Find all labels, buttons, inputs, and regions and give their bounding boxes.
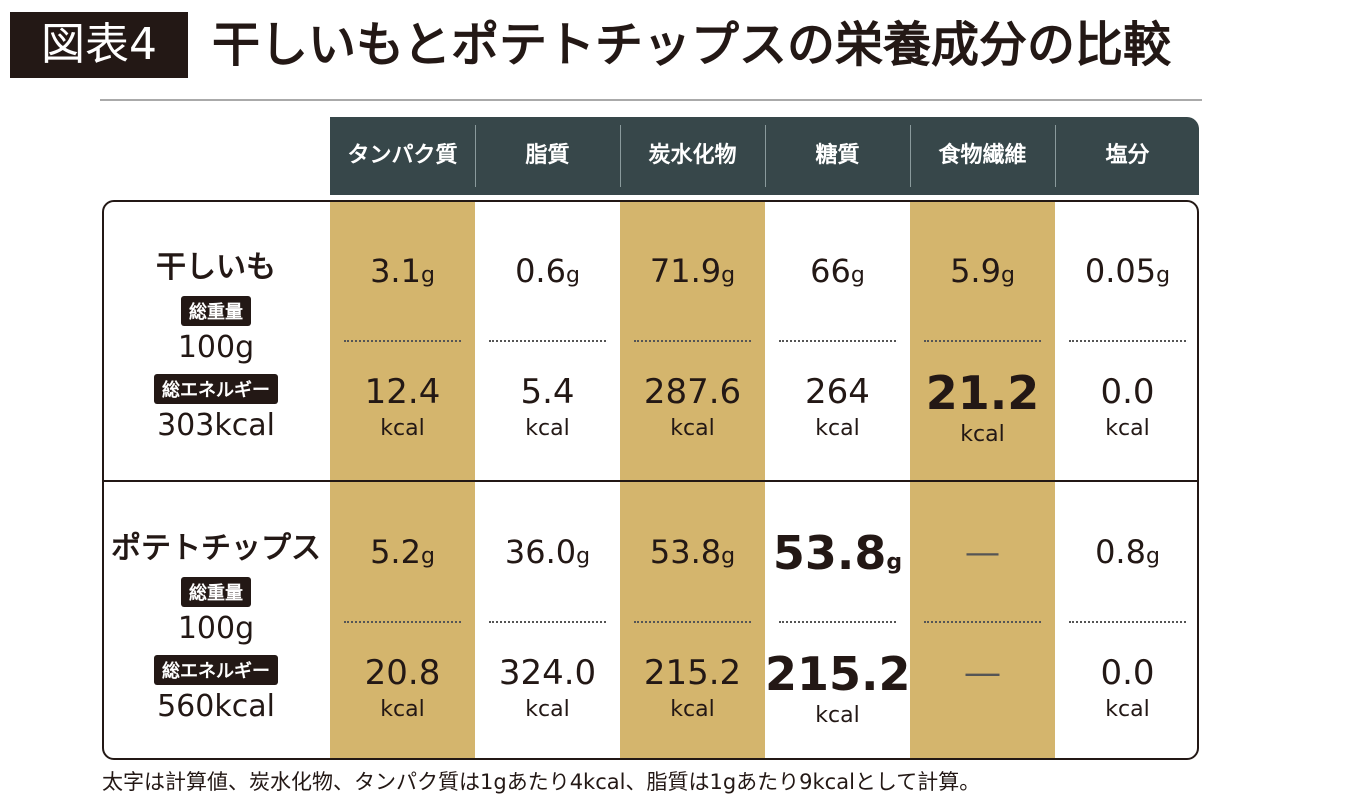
amount: 53.8g xyxy=(765,526,910,580)
amount-value: 5.2 xyxy=(370,533,421,571)
column-header: 炭水化物 xyxy=(648,143,737,168)
rule xyxy=(100,99,1202,101)
table-body xyxy=(102,200,1199,760)
amount-unit: g xyxy=(420,544,435,569)
energy: 215.2 xyxy=(765,647,911,701)
dotted-divider xyxy=(634,621,751,623)
row-name: 干しいも xyxy=(156,250,276,285)
dotted-divider xyxy=(779,340,896,342)
amount-value: 0.6 xyxy=(515,252,566,290)
dotted-divider xyxy=(924,621,1041,623)
energy-unit: kcal xyxy=(525,416,570,441)
amount: 53.8g xyxy=(620,533,765,571)
amount-value: 0.05 xyxy=(1084,252,1157,290)
table-header xyxy=(330,117,1199,195)
energy-unit: kcal xyxy=(670,697,715,722)
energy-unit: kcal xyxy=(380,697,425,722)
amount: 0.6g xyxy=(475,252,620,290)
dotted-divider xyxy=(924,340,1041,342)
amount-unit: g xyxy=(576,544,591,569)
amount-unit: g xyxy=(565,263,580,288)
energy: 12.4 xyxy=(364,372,441,412)
energy: 0.0 xyxy=(1100,653,1155,693)
amount-value: 71.9 xyxy=(649,252,722,290)
amount: 71.9g xyxy=(620,252,765,290)
dotted-divider xyxy=(779,621,896,623)
energy-label: 総エネルギー xyxy=(154,374,278,404)
column-header: 食物繊維 xyxy=(938,143,1027,168)
amount-unit: g xyxy=(1145,544,1160,569)
weight: 100g xyxy=(177,330,255,365)
column-header: 塩分 xyxy=(1105,143,1150,168)
amount-value: 5.9 xyxy=(950,252,1001,290)
amount: 36.0g xyxy=(475,533,620,571)
energy: 264 xyxy=(805,372,870,412)
dotted-divider xyxy=(489,621,606,623)
weight-label: 総重量 xyxy=(181,577,251,607)
dotted-divider xyxy=(344,340,461,342)
energy-unit: kcal xyxy=(1105,697,1150,722)
column-header: タンパク質 xyxy=(347,143,458,168)
energy-unit: kcal xyxy=(815,703,860,728)
amount-value: ― xyxy=(966,533,999,571)
energy-unit: kcal xyxy=(960,422,1005,447)
energy-label: 総エネルギー xyxy=(154,655,278,685)
energy-unit: kcal xyxy=(815,416,860,441)
amount: ― xyxy=(910,533,1055,571)
row-name: ポテトチップス xyxy=(111,531,321,566)
amount: 66g xyxy=(765,252,910,290)
amount: 3.1g xyxy=(330,252,475,290)
amount-unit: g xyxy=(850,263,865,288)
amount-value: 53.8 xyxy=(772,526,887,580)
energy-unit: kcal xyxy=(1105,416,1150,441)
amount-value: 3.1 xyxy=(370,252,421,290)
amount-unit: g xyxy=(886,550,903,575)
energy: 21.2 xyxy=(925,366,1040,420)
energy: 215.2 xyxy=(643,653,742,693)
amount-unit: g xyxy=(721,263,736,288)
dotted-divider xyxy=(634,340,751,342)
row-divider xyxy=(104,480,1197,482)
amount-value: 66 xyxy=(810,252,851,290)
energy: 324.0 xyxy=(498,653,597,693)
amount-unit: g xyxy=(1156,263,1171,288)
amount-unit: g xyxy=(420,263,435,288)
energy: 287.6 xyxy=(643,372,742,412)
amount-unit: g xyxy=(1000,263,1015,288)
header-separator xyxy=(475,125,476,187)
amount: 5.9g xyxy=(910,252,1055,290)
total-energy: 560kcal xyxy=(157,689,275,724)
energy-unit: kcal xyxy=(380,416,425,441)
energy: ― xyxy=(965,653,1000,693)
dotted-divider xyxy=(489,340,606,342)
energy-unit: kcal xyxy=(525,697,570,722)
amount: 0.05g xyxy=(1055,252,1200,290)
header-separator xyxy=(765,125,766,187)
dotted-divider xyxy=(1069,621,1186,623)
figure-label: 図表4 xyxy=(10,12,188,78)
total-energy: 303kcal xyxy=(157,408,275,443)
header-separator xyxy=(1055,125,1056,187)
amount-value: 36.0 xyxy=(504,533,577,571)
amount: 0.8g xyxy=(1055,533,1200,571)
energy-unit: kcal xyxy=(670,416,715,441)
amount: 5.2g xyxy=(330,533,475,571)
amount-value: 0.8 xyxy=(1095,533,1146,571)
amount-value: 53.8 xyxy=(649,533,722,571)
dotted-divider xyxy=(1069,340,1186,342)
header-separator xyxy=(910,125,911,187)
dotted-divider xyxy=(344,621,461,623)
header-separator xyxy=(620,125,621,187)
energy: 0.0 xyxy=(1100,372,1155,412)
column-header: 脂質 xyxy=(525,143,570,168)
energy: 5.4 xyxy=(520,372,575,412)
title: 干しいもとポテトチップスの栄養成分の比較 xyxy=(212,17,1172,73)
weight: 100g xyxy=(177,611,255,646)
column-header: 糖質 xyxy=(815,143,860,168)
footnote: 太字は計算値、炭水化物、タンパク質は1gあたり4kcal、脂質は1gあたり9kc… xyxy=(102,770,981,794)
weight-label: 総重量 xyxy=(181,296,251,326)
amount-unit: g xyxy=(721,544,736,569)
energy: 20.8 xyxy=(364,653,441,693)
